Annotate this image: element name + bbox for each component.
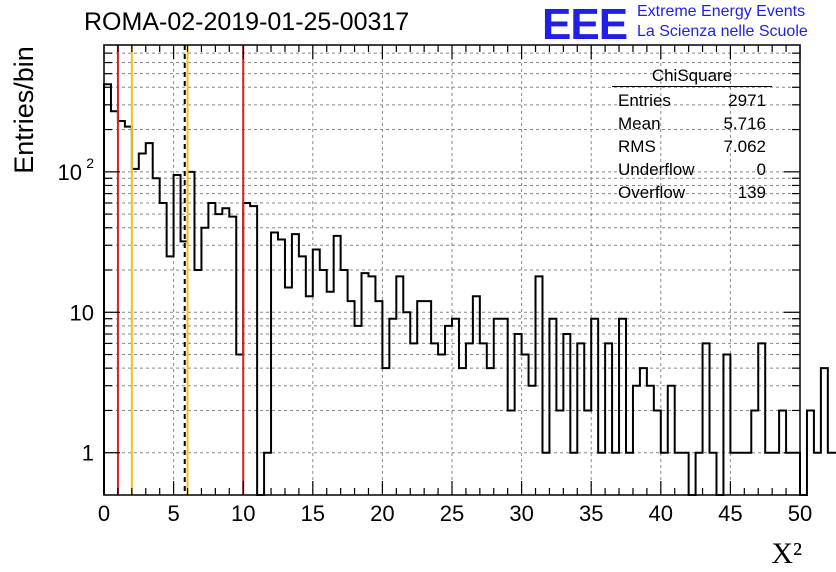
stats-label: Entries [618, 91, 671, 110]
x-axis-label: X² [771, 537, 802, 570]
logo-line1: Extreme Energy Events [637, 3, 806, 20]
logo-line2: La Scienza nelle Scuole [637, 23, 808, 40]
stats-title: ChiSquare [612, 66, 772, 87]
x-tick-label: 25 [440, 501, 464, 526]
stats-row: RMS 7.062 [612, 135, 772, 158]
stats-value: 5.716 [723, 114, 766, 133]
x-tick-label: 20 [370, 501, 394, 526]
y-tick-exponent: 2 [86, 155, 94, 171]
y-tick-label: 10 [58, 160, 82, 185]
x-tick-label: 45 [718, 501, 742, 526]
stats-label: Mean [618, 114, 661, 133]
stats-label: Overflow [618, 183, 686, 202]
x-tick-label: 30 [509, 501, 533, 526]
stats-row: Mean 5.716 [612, 112, 772, 135]
x-tick-label: 5 [167, 501, 179, 526]
eee-logo: EEE [542, 0, 628, 49]
y-axis-label: Entries/bin [9, 46, 39, 174]
axis-ticks [103, 45, 801, 495]
reference-lines [116, 45, 245, 495]
x-tick-label: 15 [301, 501, 325, 526]
stats-value: 139 [737, 183, 766, 202]
x-tick-label: 35 [579, 501, 603, 526]
x-tick-label: 10 [231, 501, 255, 526]
y-tick-base: 10 [58, 160, 82, 185]
x-tick-label: 40 [649, 501, 673, 526]
stats-label: RMS [618, 137, 656, 156]
stats-row: Entries 2971 [612, 89, 772, 112]
x-tick-label: 0 [98, 501, 110, 526]
stats-row: Underflow 0 [612, 158, 772, 181]
histogram-outline [103, 83, 836, 496]
histogram-bars [103, 83, 836, 496]
stats-box: ChiSquare Entries 2971 Mean 5.716 RMS 7.062 Un… [612, 66, 772, 204]
stats-label: Underflow [618, 160, 695, 179]
y-tick-label: 1 [82, 441, 94, 466]
stats-value: 0 [756, 160, 766, 179]
stats-value: 7.062 [723, 137, 766, 156]
y-tick-label: 10 [70, 300, 94, 325]
plot-title: ROMA-02-2019-01-25-00317 [84, 8, 410, 36]
x-tick-label: 50 [788, 501, 812, 526]
stats-row: Overflow 139 [612, 181, 772, 204]
stats-value: 2971 [728, 91, 766, 110]
